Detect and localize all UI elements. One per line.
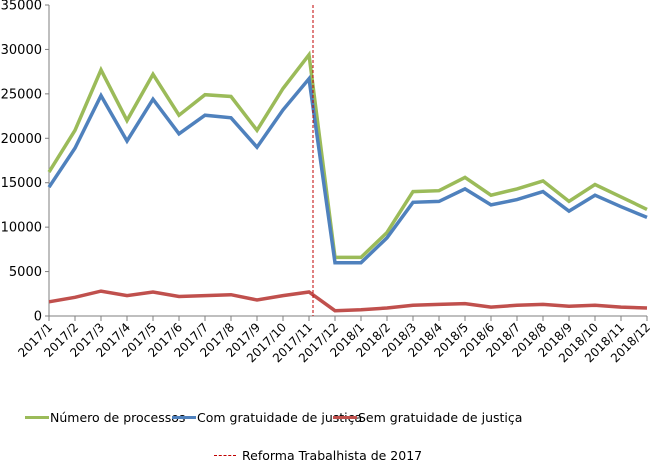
legend-item-numero-processos: Número de processos — [25, 410, 185, 425]
red-line-swatch-icon — [333, 416, 357, 419]
legend-label: Número de processos — [50, 410, 186, 425]
legend-label: Sem gratuidade de justiça — [358, 410, 523, 425]
line-chart: 0 5000 10000 15000 20000 25000 30000 35000 2017… — [1, 0, 650, 365]
legend-item-com-gratuidade: Com gratuidade de justiça — [172, 410, 362, 425]
legend-label: Reforma Trabalhista de 2017 — [242, 448, 423, 463]
y-tick-label: 30000 — [1, 43, 42, 58]
blue-line-swatch-icon — [172, 416, 196, 419]
legend: Número de processos Com gratuidade de ju… — [0, 410, 650, 430]
series-line — [47, 74, 648, 265]
y-tick-label: 0 — [34, 310, 42, 325]
y-tick-label: 25000 — [1, 87, 42, 102]
y-tick-label: 10000 — [1, 221, 42, 236]
legend-item-sem-gratuidade: Sem gratuidade de justiça — [333, 410, 522, 425]
y-tick-label: 15000 — [1, 176, 42, 191]
y-tick-label: 35000 — [1, 0, 42, 14]
legend-label: Com gratuidade de justiça — [197, 410, 363, 425]
y-axis: 0 5000 10000 15000 20000 25000 30000 35000 — [1, 0, 50, 325]
series-line — [47, 50, 648, 260]
x-axis: 2017/12017/22017/32017/42017/52017/62017… — [15, 315, 650, 365]
y-tick-label: 20000 — [1, 132, 42, 147]
dashed-line-swatch-icon — [214, 455, 236, 456]
y-tick-label: 5000 — [9, 265, 42, 280]
series-lines — [47, 50, 648, 313]
series-line — [48, 289, 648, 313]
green-line-swatch-icon — [25, 416, 49, 419]
legend-item-reforma: Reforma Trabalhista de 2017 — [214, 448, 422, 463]
